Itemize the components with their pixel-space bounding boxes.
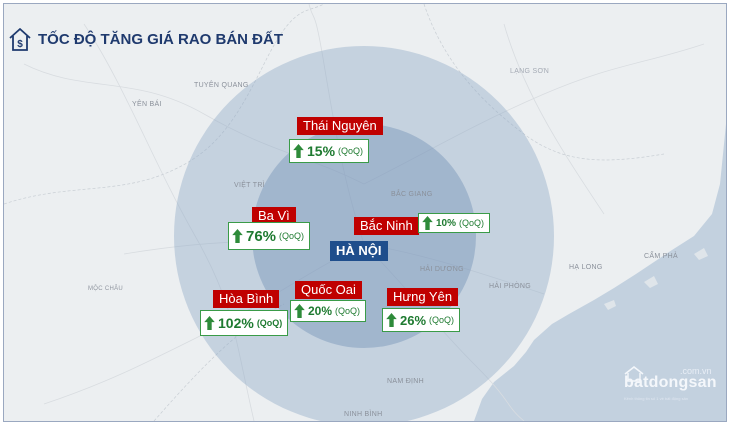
islands: [604, 248, 708, 310]
arrow-up-icon: [294, 304, 305, 318]
growth-box-quoc-oai: 20% (QoQ): [290, 300, 367, 322]
arrow-up-icon: [204, 316, 215, 330]
growth-box-hung-yen: 26% (QoQ): [382, 308, 461, 332]
house-dollar-icon: $: [9, 28, 31, 51]
growth-value: 10%: [436, 217, 457, 229]
title-bar: $ TỐC ĐỘ TĂNG GIÁ RAO BÁN ĐẤT: [8, 24, 283, 54]
place-label-bac-ninh: Bắc Ninh: [354, 217, 419, 235]
growth-unit: (QoQ): [279, 231, 305, 241]
map-frame: LẠNG SƠN TUYÊN QUANG YÊN BÁI VIỆT TRÌ BẮ…: [3, 3, 727, 422]
center-label-ha-noi: HÀ NỘI: [330, 241, 388, 261]
arrow-up-icon: [232, 229, 243, 243]
svg-text:$: $: [17, 39, 23, 50]
growth-box-thai-nguyen: 15% (QoQ): [289, 139, 370, 163]
brand-watermark: .com.vn batdongsan Kênh thông tin số 1 v…: [622, 366, 722, 414]
place-label-hoa-binh: Hòa Bình: [213, 290, 280, 308]
borders: [4, 4, 665, 421]
growth-unit: (QoQ): [429, 315, 455, 325]
growth-value: 26%: [400, 312, 427, 328]
growth-value: 15%: [307, 143, 336, 159]
page-title: TỐC ĐỘ TĂNG GIÁ RAO BÁN ĐẤT: [38, 30, 283, 48]
growth-value: 20%: [308, 304, 333, 318]
growth-value: 102%: [218, 315, 254, 331]
place-label-quoc-oai: Quốc Oai: [295, 281, 362, 299]
growth-value: 76%: [246, 227, 277, 245]
growth-unit: (QoQ): [335, 306, 361, 316]
sea: [474, 124, 726, 421]
growth-box-hoa-binh: 102% (QoQ): [200, 310, 289, 336]
brand-name: batdongsan: [624, 374, 717, 391]
place-label-hung-yen: Hưng Yên: [387, 288, 459, 306]
growth-unit: (QoQ): [338, 146, 364, 156]
arrow-up-icon: [293, 144, 304, 158]
arrow-up-icon: [422, 216, 433, 230]
growth-box-bac-ninh: 10% (QoQ): [418, 213, 491, 233]
brand-tagline: Kênh thông tin số 1 về bất động sản: [624, 396, 689, 401]
arrow-up-icon: [386, 313, 397, 327]
place-label-ba-vi: Ba Vì: [252, 207, 296, 225]
house-logo-icon: [624, 366, 644, 382]
growth-unit: (QoQ): [256, 318, 283, 328]
place-label-thai-nguyen: Thái Nguyên: [297, 117, 383, 135]
growth-unit: (QoQ): [459, 218, 485, 228]
brand-domain: .com.vn: [680, 366, 712, 376]
growth-box-ba-vi: 76% (QoQ): [228, 222, 311, 250]
base-map: [4, 4, 726, 421]
